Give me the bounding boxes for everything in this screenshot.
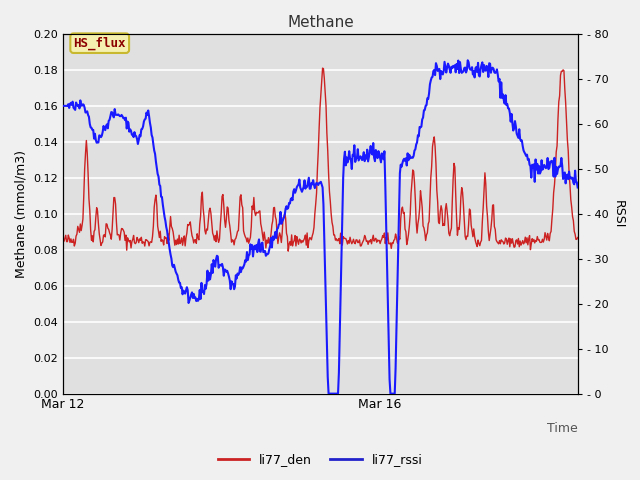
Title: Methane: Methane — [287, 15, 354, 30]
Y-axis label: Methane (mmol/m3): Methane (mmol/m3) — [15, 150, 28, 278]
Legend: li77_den, li77_rssi: li77_den, li77_rssi — [212, 448, 428, 471]
Text: Time: Time — [547, 422, 578, 435]
Text: HS_flux: HS_flux — [74, 36, 126, 50]
Y-axis label: RSSI: RSSI — [612, 200, 625, 228]
